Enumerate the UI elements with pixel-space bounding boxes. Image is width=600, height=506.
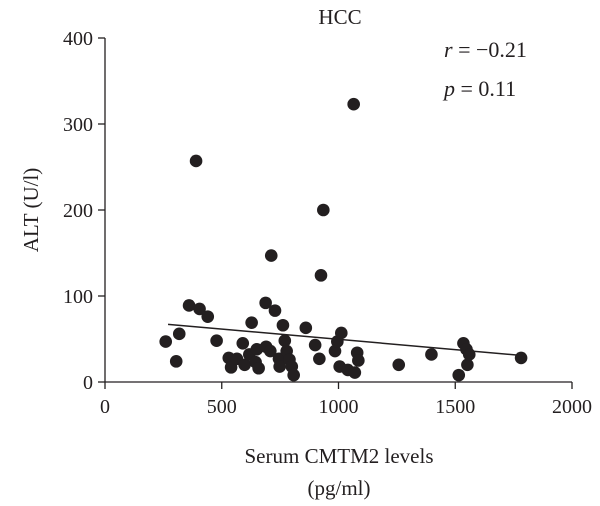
data-point [299,321,313,335]
x-tick-label: 2000 [552,396,592,418]
data-point [169,355,183,368]
axes: 0 100 200 300 400 0 500 1000 1500 2000 [63,28,592,418]
data-point [264,344,277,358]
data-point [314,269,328,282]
data-point [159,335,173,348]
data-point [201,310,215,323]
data-point [236,337,250,350]
data-point [313,352,326,366]
x-axis-label-line1: Serum CMTM2 levels [245,444,434,468]
data-point [172,327,186,341]
p-symbol: p [442,76,455,101]
data-point [335,326,348,340]
data-point [278,334,292,348]
data-point [328,344,342,358]
y-tick-label: 0 [83,372,93,394]
data-point [317,203,330,217]
data-points [159,97,528,382]
r-value: = −0.21 [453,37,527,62]
data-point [276,318,290,332]
chart-title: HCC [318,5,361,29]
data-point [352,354,365,367]
data-point [392,358,406,372]
data-point [287,368,300,382]
data-point [264,249,278,262]
x-tick-label: 1500 [435,396,475,418]
y-tick-label: 300 [63,114,93,136]
y-tick-label: 100 [63,286,93,308]
data-point [347,97,360,111]
data-point [259,296,272,310]
data-point [452,368,466,382]
x-tick-label: 1000 [319,396,359,418]
data-point [514,351,528,365]
data-point [461,358,474,372]
data-point [182,299,196,312]
x-tick-label: 0 [100,396,110,418]
x-axis-label-line2: (pg/ml) [308,476,371,500]
r-symbol: r [444,37,453,62]
data-point [273,360,286,373]
data-point [268,304,282,317]
y-tick-label: 400 [63,28,93,50]
data-point [210,334,223,348]
y-tick-label: 200 [63,200,93,222]
data-point [252,361,265,375]
data-point [238,358,251,372]
data-point [462,348,476,361]
y-axis-label: ALT (U/l) [19,168,43,253]
p-annotation: p = 0.11 [442,76,516,101]
x-tick-label: 500 [207,396,237,418]
data-point [308,338,322,352]
data-point [348,366,362,379]
r-annotation: r = −0.21 [444,37,527,62]
data-point [245,316,258,329]
data-point [425,348,438,361]
data-point [189,154,203,168]
p-value: = 0.11 [455,76,516,101]
data-point [193,302,206,316]
